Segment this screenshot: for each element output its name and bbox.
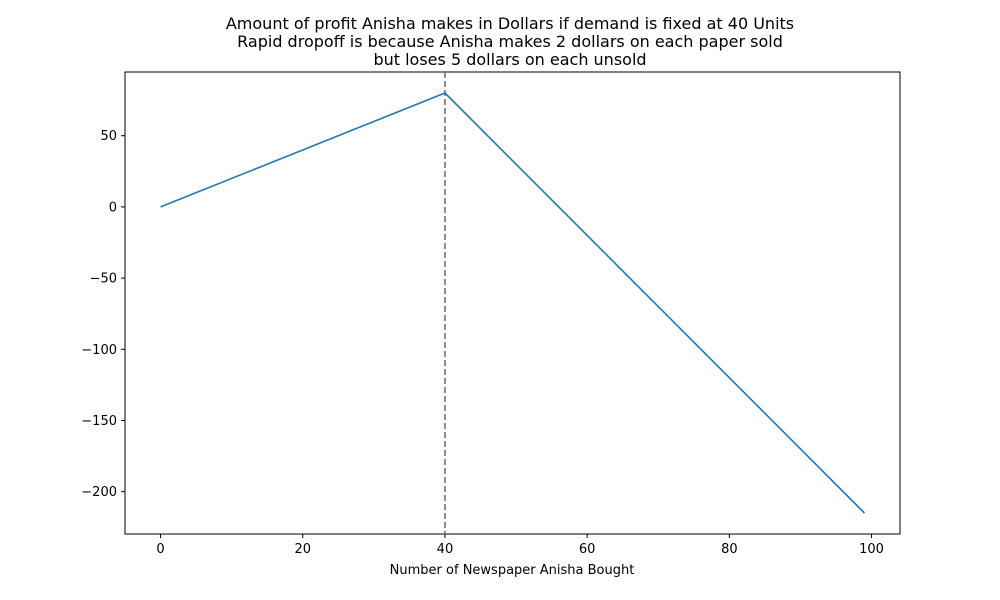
y-tick-label: −50 bbox=[90, 272, 117, 287]
plot-area bbox=[124, 71, 901, 535]
profit-series-line bbox=[160, 92, 866, 514]
x-tick-label: 40 bbox=[437, 542, 454, 557]
chart-title-line-1: Amount of profit Anisha makes in Dollars… bbox=[226, 14, 794, 33]
chart-title-line-3: but loses 5 dollars on each unsold bbox=[373, 50, 646, 69]
chart-title-line-2: Rapid dropoff is because Anisha makes 2 … bbox=[237, 32, 783, 51]
y-axis: 50 0 −50 −100 −150 −200 bbox=[81, 129, 125, 500]
x-tick-label: 100 bbox=[859, 542, 884, 557]
x-axis: 0 20 40 60 80 100 bbox=[156, 534, 884, 557]
chart-title: Amount of profit Anisha makes in Dollars… bbox=[226, 14, 794, 69]
y-tick-label: −200 bbox=[81, 485, 117, 500]
x-tick-label: 80 bbox=[721, 542, 738, 557]
series-group bbox=[160, 92, 866, 514]
y-tick-label: 0 bbox=[109, 200, 117, 215]
x-tick-label: 60 bbox=[579, 542, 596, 557]
x-axis-label: Number of Newspaper Anisha Bought bbox=[390, 563, 635, 578]
y-tick-label: −150 bbox=[81, 414, 117, 429]
y-tick-label: 50 bbox=[100, 129, 117, 144]
plot-frame bbox=[124, 71, 901, 535]
y-tick-label: −100 bbox=[81, 343, 117, 358]
x-tick-label: 20 bbox=[294, 542, 311, 557]
x-tick-label: 0 bbox=[156, 542, 164, 557]
